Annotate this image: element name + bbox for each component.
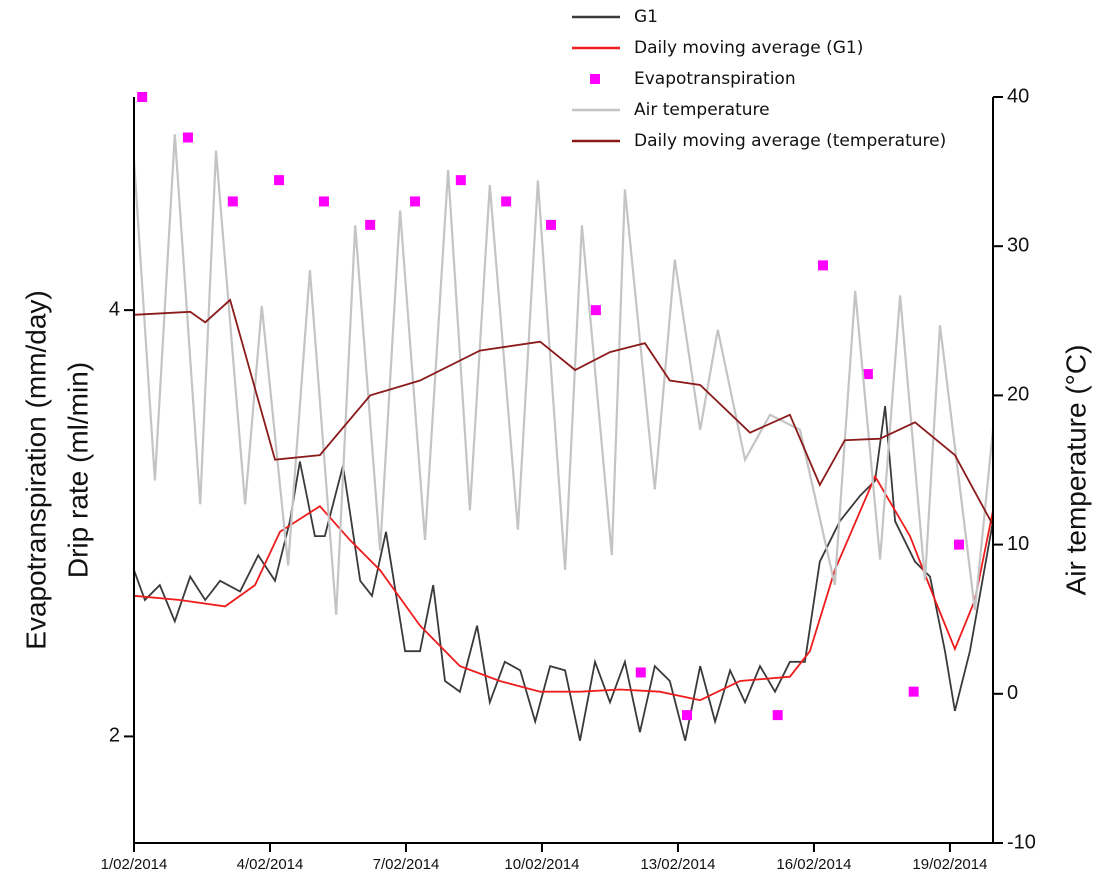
marker (227, 196, 238, 207)
marker (682, 710, 693, 721)
legend-label: G1 (634, 7, 658, 27)
x-tick-label: 7/02/2014 (373, 856, 440, 873)
marker (137, 92, 148, 102)
marker (455, 175, 466, 186)
legend-label: Air temperature (634, 100, 770, 120)
x-tick-label: 1/02/2014 (101, 856, 168, 873)
marker (546, 219, 557, 230)
marker (410, 196, 421, 207)
y2-tick-label: 0 (1007, 682, 1018, 704)
y2-tick-label: 20 (1007, 384, 1029, 406)
y2-axis-label: Air temperature (°C) (1060, 345, 1091, 596)
marker (908, 686, 919, 697)
y-axis-label: Evapotranspiration (mm/day) (20, 290, 51, 649)
marker (818, 260, 829, 271)
y2-tick-label: 30 (1007, 234, 1029, 256)
legend-label: Daily moving average (temperature) (634, 131, 946, 151)
x-tick-label: 4/02/2014 (237, 856, 304, 873)
marker (772, 710, 783, 721)
marker (954, 539, 965, 550)
marker (590, 305, 601, 316)
series-line (133, 474, 994, 702)
marker (274, 175, 285, 186)
y-tick-label: 4 (109, 298, 120, 320)
y2-tick-label: 40 (1007, 85, 1029, 107)
series-line (133, 405, 994, 741)
x-tick-label: 19/02/2014 (912, 856, 987, 873)
series-line (132, 134, 995, 615)
y-tick-label: 2 (109, 725, 120, 747)
y-axis-label: Drip rate (ml/min) (62, 362, 93, 578)
legend-label: Daily moving average (G1) (634, 38, 863, 58)
marker (182, 132, 193, 143)
y2-tick-label: -10 (1007, 831, 1036, 853)
marker (862, 369, 873, 380)
marker (365, 219, 376, 230)
y2-tick-label: 10 (1007, 533, 1029, 555)
x-tick-label: 13/02/2014 (640, 856, 715, 873)
legend-marker (590, 74, 600, 84)
legend-label: Evapotranspiration (634, 69, 796, 89)
marker (501, 196, 512, 207)
marker (318, 196, 329, 207)
x-tick-label: 10/02/2014 (504, 856, 579, 873)
series-line (133, 298, 994, 526)
marker (635, 667, 646, 678)
x-tick-label: 16/02/2014 (776, 856, 851, 873)
